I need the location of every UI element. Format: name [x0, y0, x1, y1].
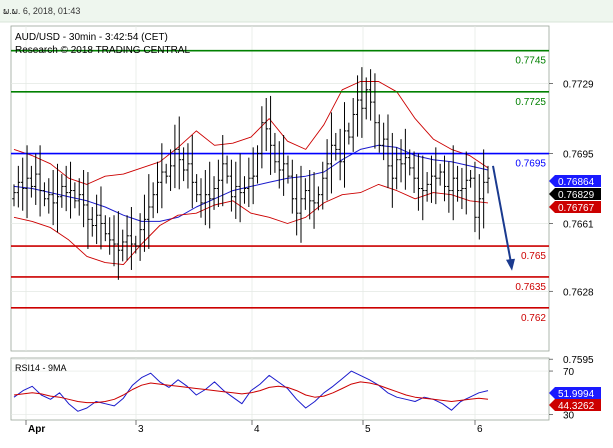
level-label: 0.7725 — [515, 97, 546, 108]
rsi-price-tag-label: 51.9994 — [558, 389, 595, 400]
chart-subtitle: Research © 2018 TRADING CENTRAL — [15, 45, 190, 56]
price-tag-label: 0.76829 — [558, 190, 595, 201]
rsi-price-tag — [549, 399, 601, 411]
rsi-y-tick-label: 30 — [563, 411, 575, 422]
rsi-plot-frame — [10, 357, 550, 421]
arrow-layer — [492, 165, 515, 271]
price-tag — [549, 188, 601, 200]
x-tick-label: 5 — [365, 424, 371, 435]
price-tag — [549, 175, 601, 187]
upper-band-line — [13, 81, 489, 185]
level-label: 0.7745 — [515, 56, 546, 67]
rsi-line — [13, 370, 489, 412]
x-tick-label: 3 — [138, 424, 144, 435]
y-tick-label: 0.7695 — [563, 150, 594, 161]
rsi-y-tick-label: 70 — [563, 367, 575, 378]
x-tick-label: 6 — [477, 424, 483, 435]
price-tag-label: 0.76767 — [558, 203, 595, 214]
y-tick-label: 0.7729 — [563, 80, 594, 91]
candles-layer — [12, 67, 490, 280]
rsi-title: RSI14 - 9MA — [15, 363, 67, 373]
y-tick-label: 0.7595 — [563, 355, 594, 366]
x-tick-label: Apr — [28, 424, 45, 435]
rsi-ma-line — [13, 381, 489, 404]
header-datetime: ພ.ພ. 6, 2018, 01:43 — [3, 6, 80, 16]
axis-layer: Apr 3 4 5 6 0.7729 0.7695 0.7661 0.7628 0.7595 — [25, 80, 594, 435]
main-plot-frame — [10, 25, 550, 352]
header-bar — [0, 0, 613, 22]
tags-layer: 0.76864 0.76829 0.76767 — [549, 175, 601, 214]
price-tag — [549, 201, 601, 213]
x-tick-label: 4 — [254, 424, 260, 435]
level-label: 0.762 — [521, 313, 546, 324]
level-label: 0.7635 — [515, 282, 546, 293]
level-label: 0.765 — [521, 251, 546, 262]
chart-title: AUD/USD - 30min - 3:42:54 (CET) — [15, 32, 168, 43]
price-tag-label: 0.76864 — [558, 177, 595, 188]
forecast-arrow — [492, 165, 512, 263]
y-tick-label: 0.7661 — [563, 219, 594, 230]
rsi-price-tag — [549, 387, 601, 399]
level-label: 0.7695 — [515, 159, 546, 170]
forecast-arrowhead — [506, 258, 515, 271]
rsi-price-tag-label: 44.3262 — [558, 401, 595, 412]
lower-band-line — [13, 183, 489, 266]
y-tick-label: 0.7628 — [563, 287, 594, 298]
